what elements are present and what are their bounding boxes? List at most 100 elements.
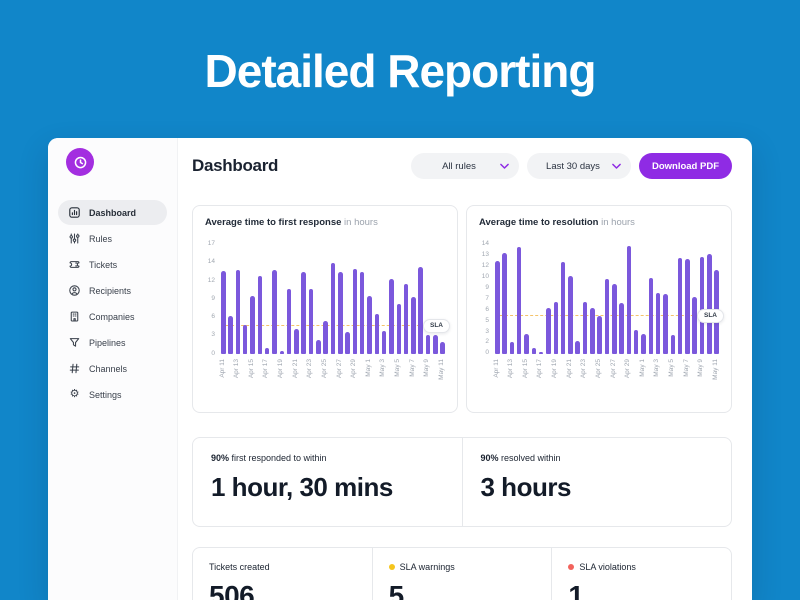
- bar: [257, 276, 263, 354]
- bar: [692, 297, 697, 354]
- bar: [411, 297, 416, 354]
- bar: [677, 258, 683, 354]
- y-tick-label: 10: [481, 272, 489, 280]
- bar: [604, 279, 610, 354]
- bar: [568, 276, 573, 354]
- resolution-summary: 90% resolved within 3 hours: [461, 438, 732, 526]
- counter-label: SLA violations: [568, 562, 715, 572]
- bars: [495, 244, 719, 354]
- y-tick-label: 14: [481, 240, 489, 247]
- sla-badge: SLA: [697, 309, 724, 323]
- sidebar-item-settings[interactable]: ⚙ Settings: [58, 382, 167, 407]
- x-tick-label: Apr 29: [350, 359, 358, 379]
- rules-filter-dropdown[interactable]: All rules: [410, 153, 519, 179]
- bar: [538, 351, 544, 354]
- bar: [699, 256, 705, 354]
- y-tick-label: 2: [485, 338, 489, 346]
- bar: [403, 284, 409, 354]
- y-tick-label: 17: [207, 240, 215, 247]
- tickets-created-card: Tickets created 506: [193, 548, 372, 600]
- bar: [619, 302, 624, 354]
- bar: [418, 267, 423, 354]
- y-tick-label: 0: [211, 349, 215, 357]
- bar: [367, 295, 372, 354]
- bar: [272, 269, 277, 354]
- sidebar-item-recipients[interactable]: Recipients: [58, 278, 167, 303]
- stat-label: 90% resolved within: [480, 453, 561, 463]
- sla-violations-card: SLA violations 1: [551, 548, 731, 600]
- bar: [374, 313, 380, 354]
- sidebar-item-companies[interactable]: Companies: [58, 304, 167, 329]
- download-pdf-button[interactable]: Download PDF: [638, 153, 732, 179]
- bar: [633, 329, 639, 354]
- x-tick-label: Apr 15: [247, 359, 255, 379]
- counter-label: Tickets created: [209, 562, 270, 572]
- y-tick-label: 7: [485, 294, 489, 302]
- clock-icon: [74, 156, 86, 168]
- counter-value: 5: [388, 580, 405, 600]
- x-tick-label: Apr 19: [277, 359, 284, 379]
- y-tick-label: 5: [485, 316, 489, 324]
- bar: [685, 258, 690, 354]
- x-tick-label: Apr 11: [218, 359, 226, 378]
- sidebar-item-channels[interactable]: Channels: [58, 356, 167, 381]
- y-tick-label: 12: [481, 261, 489, 269]
- bar: [242, 324, 248, 354]
- y-tick-label: 0: [485, 349, 489, 357]
- bar: [626, 246, 632, 354]
- x-tick-label: May 9: [697, 359, 705, 377]
- sidebar-item-label: Channels: [89, 363, 128, 374]
- bar: [531, 347, 537, 354]
- bar: [294, 329, 299, 354]
- bar: [228, 316, 233, 354]
- sidebar-item-label: Companies: [89, 311, 135, 322]
- x-tick-label: Apr 13: [507, 359, 515, 379]
- bar: [316, 339, 321, 354]
- bar: [590, 307, 595, 354]
- first-response-summary: 90% first responded to within 1 hour, 30…: [193, 438, 462, 526]
- counter-label: SLA warnings: [388, 562, 536, 572]
- bar: [425, 334, 431, 354]
- settings-gear-icon: ⚙: [69, 388, 80, 400]
- bar: [509, 342, 515, 354]
- y-tick-label: 13: [481, 250, 489, 258]
- bar: [381, 331, 387, 354]
- channels-icon: [69, 363, 80, 374]
- sidebar-nav: Dashboard Rules Tickets R: [48, 200, 177, 407]
- x-tick-label: May 9: [423, 359, 431, 377]
- y-tick-label: 3: [485, 327, 489, 335]
- x-tick-label: Apr 11: [492, 359, 500, 378]
- x-tick-label: May 11: [711, 359, 719, 380]
- bar: [655, 292, 661, 354]
- sidebar-item-tickets[interactable]: Tickets: [58, 252, 167, 277]
- date-range-dropdown[interactable]: Last 30 days: [526, 153, 631, 179]
- sla-warnings-card: SLA warnings 5: [371, 548, 552, 600]
- counters-row: Tickets created 506 SLA warnings 5 SLA v…: [192, 547, 732, 600]
- sidebar-item-label: Pipelines: [89, 337, 126, 348]
- bar: [440, 342, 445, 354]
- sidebar-item-dashboard[interactable]: Dashboard: [58, 200, 167, 225]
- sidebar: Dashboard Rules Tickets R: [48, 138, 178, 600]
- sidebar-item-pipelines[interactable]: Pipelines: [58, 330, 167, 355]
- dashboard-title: Dashboard: [192, 156, 279, 175]
- bar: [516, 247, 522, 354]
- bar-chart-plot: SLA: [495, 244, 724, 354]
- dashboard-header: Dashboard All rules Last 30 days Downloa…: [192, 152, 732, 180]
- y-tick-label: 6: [485, 305, 489, 313]
- counter-value: 1: [568, 580, 584, 600]
- x-tick-label: Apr 27: [335, 359, 343, 379]
- bar: [663, 294, 668, 354]
- bar: [330, 263, 336, 354]
- x-tick-label: Apr 17: [536, 359, 544, 379]
- x-tick-label: May 5: [394, 359, 401, 377]
- y-tick-label: 6: [211, 313, 215, 320]
- x-tick-label: May 3: [379, 359, 387, 377]
- dashboard-icon: [69, 207, 80, 218]
- bar: [641, 334, 646, 354]
- x-tick-label: Apr 19: [551, 359, 558, 379]
- violation-dot-icon: [568, 564, 575, 570]
- sidebar-item-rules[interactable]: Rules: [58, 226, 167, 251]
- chart-title: Average time to resolution in hours: [479, 217, 635, 228]
- app-logo[interactable]: [66, 148, 94, 176]
- bar-chart-plot: SLA: [221, 244, 450, 354]
